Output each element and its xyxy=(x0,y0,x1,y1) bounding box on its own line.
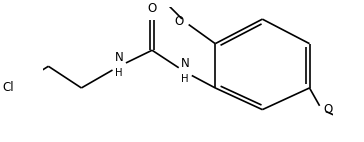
Text: N: N xyxy=(115,51,123,64)
Text: N: N xyxy=(181,57,189,70)
Text: H: H xyxy=(181,74,189,84)
Text: O: O xyxy=(147,2,157,15)
Text: O: O xyxy=(323,103,332,116)
Text: H: H xyxy=(115,68,123,78)
Text: O: O xyxy=(174,15,183,28)
Text: Cl: Cl xyxy=(2,82,13,94)
